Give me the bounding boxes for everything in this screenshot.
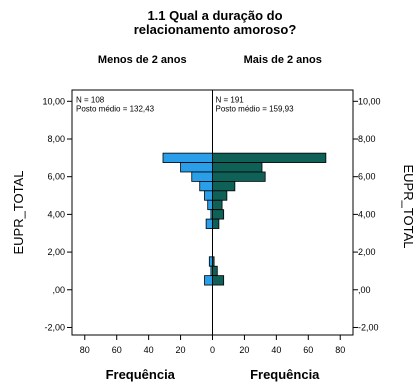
bar [162, 152, 213, 163]
y-axis-title-left: EUPR_TOTAL [11, 170, 26, 254]
mean-rank-label: Posto médio = 132,43 [76, 104, 155, 113]
y-tick-label: 6,00 [358, 172, 376, 182]
y-tick-label: -2,00 [358, 322, 379, 332]
bar [212, 152, 327, 163]
bar [212, 218, 220, 229]
panel-labels: Menos de 2 anos Mais de 2 anos [98, 54, 322, 66]
x-tick-label: 0 [210, 345, 215, 355]
bar [212, 209, 225, 220]
bar [212, 181, 236, 192]
bar [199, 181, 213, 192]
x-axis: 80 80 60 60 40 40 20 20 0 [80, 335, 345, 355]
x-tick-label: 40 [144, 345, 154, 355]
y-tick-label: 2,00 [47, 247, 65, 257]
panel-name: Mais de 2 anos [244, 54, 322, 66]
x-axis-title: Frequência [250, 367, 320, 382]
y-tick-label: ,00 [358, 285, 371, 295]
y-tick-label: ,00 [52, 285, 65, 295]
bar [205, 218, 213, 229]
panel-name: Menos de 2 anos [98, 54, 187, 66]
y-tick-label: 2,00 [358, 247, 376, 257]
chart-title-line: relacionamento amoroso? [134, 22, 297, 37]
bar [204, 190, 213, 201]
y-tick-label: 10,00 [42, 96, 65, 106]
axis-titles: EUPR_TOTAL EUPR_TOTAL Frequência Frequência [11, 164, 416, 382]
y-tick-label: 8,00 [47, 134, 65, 144]
y-tick-label: -2,00 [44, 322, 65, 332]
bar [212, 265, 218, 277]
bar [212, 162, 263, 173]
bars [162, 152, 327, 286]
x-tick-label: 20 [176, 345, 186, 355]
bar [212, 275, 225, 286]
y-axis-right: -2,00 ,00 2,00 4,00 6,00 8,00 10,00 [353, 96, 381, 332]
n-label: N = 191 [216, 95, 245, 104]
x-tick-label: 20 [239, 345, 249, 355]
y-axis-left: -2,00 ,00 2,00 4,00 6,00 8,00 10,00 [42, 96, 72, 332]
x-tick-label: 60 [303, 345, 313, 355]
bar [212, 256, 215, 267]
x-tick-label: 80 [80, 345, 90, 355]
bar [208, 256, 213, 267]
bar [212, 190, 228, 201]
bar [207, 199, 213, 211]
x-tick-label: 60 [112, 345, 122, 355]
bar [180, 162, 213, 173]
y-tick-label: 4,00 [358, 209, 376, 219]
chart-title-line: 1.1 Qual a duração do [147, 8, 282, 23]
x-tick-label: 80 [335, 345, 345, 355]
bar [212, 199, 223, 211]
y-axis-title-right: EUPR_TOTAL [401, 164, 416, 248]
y-tick-label: 10,00 [358, 96, 381, 106]
x-tick-label: 40 [271, 345, 281, 355]
y-tick-label: 4,00 [47, 209, 65, 219]
bar [191, 171, 213, 182]
n-label: N = 108 [76, 95, 105, 104]
bar [212, 171, 266, 182]
x-axis-title: Frequência [106, 367, 176, 382]
bar [204, 275, 213, 286]
y-tick-label: 8,00 [358, 134, 376, 144]
mean-rank-label: Posto médio = 159,93 [216, 104, 295, 113]
y-tick-label: 6,00 [47, 172, 65, 182]
